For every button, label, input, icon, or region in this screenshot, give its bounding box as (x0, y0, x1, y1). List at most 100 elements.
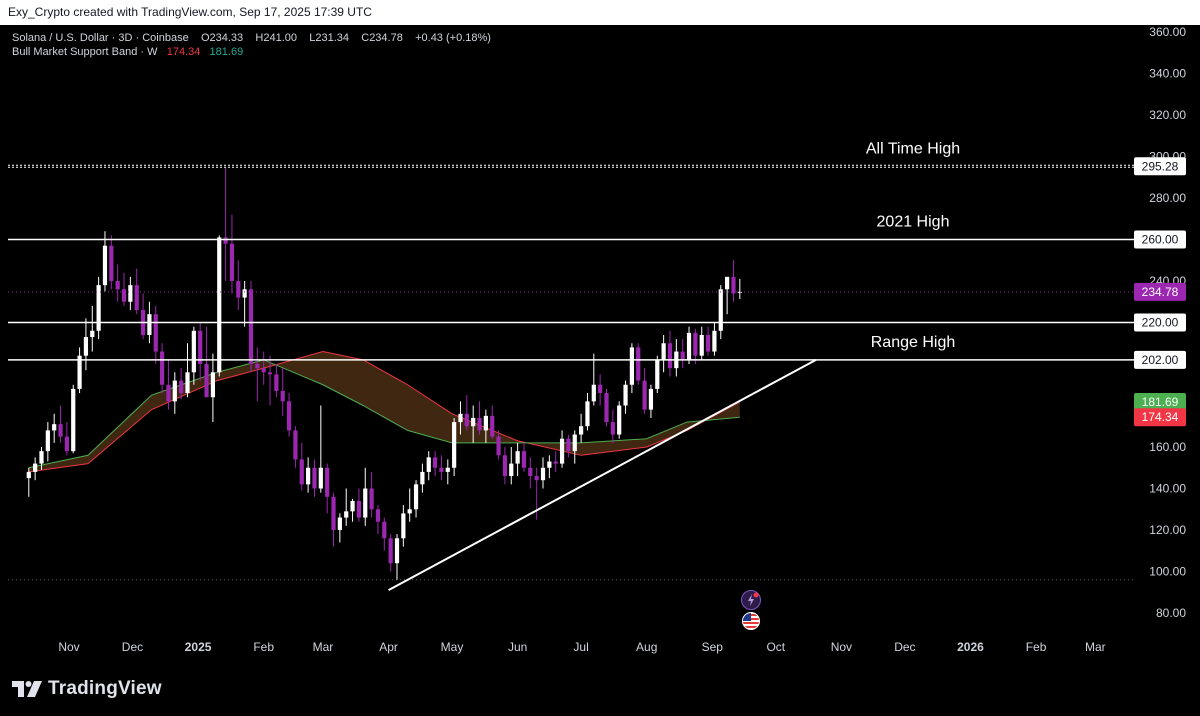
ohlc-high: H241.00 (255, 32, 297, 44)
candle-body (217, 237, 222, 373)
candle-body (242, 289, 247, 298)
candle-body (566, 438, 571, 452)
candle-body (693, 332, 698, 356)
candle-body (629, 347, 634, 385)
candle-body (280, 390, 285, 402)
candle-body (667, 343, 673, 369)
candle-body (337, 517, 342, 530)
candle-body (312, 467, 317, 489)
level-price-tag: 260.00 (1142, 233, 1179, 247)
candle-body (737, 291, 742, 293)
attribution-text: Exy_Crypto created with TradingView.com,… (8, 5, 372, 19)
candle-body (705, 334, 711, 352)
candle-body (655, 359, 660, 389)
candle-body (515, 451, 520, 464)
level-annotation: Range High (871, 334, 956, 351)
band-red-tag-bg (1134, 408, 1186, 427)
time-axis-label: 2025 (185, 640, 212, 654)
candle-body (528, 467, 533, 477)
tradingview-logo[interactable]: TradingView (12, 678, 162, 700)
candle-body (661, 343, 666, 360)
indicator-row[interactable]: Bull Market Support Band · W 174.34 181.… (12, 45, 491, 59)
candle-body (286, 401, 292, 431)
candle-body (210, 372, 215, 398)
symbol-name[interactable]: Solana / U.S. Dollar · 3D · Coinbase (12, 32, 189, 44)
candle-body (712, 330, 717, 352)
level-price-tag: 295.28 (1142, 159, 1179, 173)
candle-body (344, 511, 349, 518)
candle-body (223, 237, 228, 244)
candle-body (725, 276, 730, 290)
candle-body (90, 330, 95, 338)
price-axis-label: 280.00 (1149, 191, 1186, 205)
band-green-tag-bg (1134, 392, 1186, 411)
candle-body (490, 415, 495, 437)
indicator-name[interactable]: Bull Market Support Band · W (12, 46, 158, 58)
time-axis-label: Nov (58, 640, 79, 654)
candle-body (445, 467, 450, 472)
candle-body (388, 538, 393, 564)
candle-body (534, 476, 539, 481)
candle-body (521, 451, 527, 468)
candle-body (185, 372, 190, 394)
time-axis-label: Jul (573, 640, 588, 654)
candle-body (452, 422, 457, 468)
tradingview-logo-text: TradingView (48, 678, 162, 699)
ohlc-open: O234.33 (200, 32, 244, 44)
candle-body (102, 245, 108, 286)
time-axis-label: Dec (122, 640, 143, 654)
candle-body (604, 393, 609, 423)
candle-body (128, 285, 133, 302)
ohlc-close: C234.78 (361, 32, 403, 44)
indicator-value-red: 174.34 (166, 46, 201, 58)
time-axis-label: Sep (702, 640, 724, 654)
candle-body (33, 463, 38, 472)
candle-body (77, 355, 82, 389)
price-axis-label: 140.00 (1149, 482, 1186, 496)
time-axis-label: Mar (1085, 640, 1106, 654)
candle-body (623, 384, 628, 406)
us-flag-event-icon[interactable] (742, 612, 760, 630)
candle-body (559, 438, 565, 464)
ascending-trendline (388, 358, 817, 592)
candle-body (509, 463, 514, 477)
candle-body (261, 368, 266, 373)
candle-body (420, 471, 425, 485)
price-axis-label: 120.00 (1149, 523, 1186, 537)
level-price-tag-bg (1134, 157, 1186, 176)
earnings-event-icon[interactable] (741, 590, 761, 610)
band-green-tag: 181.69 (1142, 395, 1179, 409)
level-price-tag: 220.00 (1142, 316, 1179, 330)
candle-body (267, 372, 273, 375)
candle-body (52, 424, 57, 431)
time-axis-label: Apr (379, 640, 398, 654)
candle-body (617, 405, 622, 435)
candle-body (229, 243, 235, 281)
candle-body (401, 513, 406, 539)
candle-body (439, 467, 444, 472)
level-price-tag: 202.00 (1142, 353, 1179, 367)
attribution-bar: Exy_Crypto created with TradingView.com,… (0, 0, 1200, 25)
candle-body (153, 314, 158, 352)
candle-body (356, 500, 362, 518)
candle-body (115, 281, 120, 290)
symbol-row: Solana / U.S. Dollar · 3D · Coinbase O23… (12, 31, 491, 45)
candle-body (147, 314, 152, 335)
time-axis-label: Feb (1026, 640, 1047, 654)
price-axis-label: 360.00 (1149, 25, 1186, 39)
candle-body (121, 289, 127, 302)
ohlc-change: +0.43 (+0.18%) (415, 32, 491, 44)
candle-body (636, 347, 641, 381)
candle-body (45, 430, 50, 452)
candle-body (540, 467, 546, 481)
candle-body (274, 374, 279, 391)
price-axis-label: 100.00 (1149, 565, 1186, 579)
price-chart[interactable]: All Time High 2021 High Range High 80.00 100… (0, 25, 1200, 666)
candle-body (96, 285, 101, 331)
candle-body (39, 451, 44, 464)
time-axis-label: Aug (636, 640, 657, 654)
candle-body (585, 401, 590, 427)
tradingview-logo-icon (12, 681, 42, 697)
candle-body (191, 330, 196, 373)
candle-body (413, 484, 419, 510)
